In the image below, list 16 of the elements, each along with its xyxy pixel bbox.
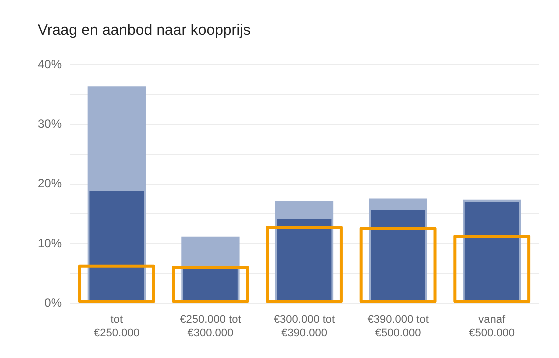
y-tick-label: 30% (38, 117, 62, 132)
bar (266, 226, 343, 304)
bar (454, 235, 531, 304)
bar (78, 264, 156, 304)
x-tick-label: €300.000 tot €390.000 (274, 314, 336, 340)
x-tick-label: vanaf €500.000 (469, 314, 516, 340)
y-tick-label: 40% (38, 58, 62, 72)
bar (360, 227, 437, 304)
y-tick-label: 20% (38, 176, 62, 191)
x-tick-label: €390.000 tot €500.000 (368, 314, 429, 340)
y-tick-label: 10% (38, 236, 62, 250)
bar (172, 266, 250, 304)
x-tick-label: tot €250.000 (94, 314, 140, 340)
y-tick-label: 0% (44, 296, 62, 310)
x-tick-label: €250.000 tot €300.000 (180, 314, 242, 340)
chart-title: Vraag en aanbod naar koopprijs (38, 22, 251, 39)
